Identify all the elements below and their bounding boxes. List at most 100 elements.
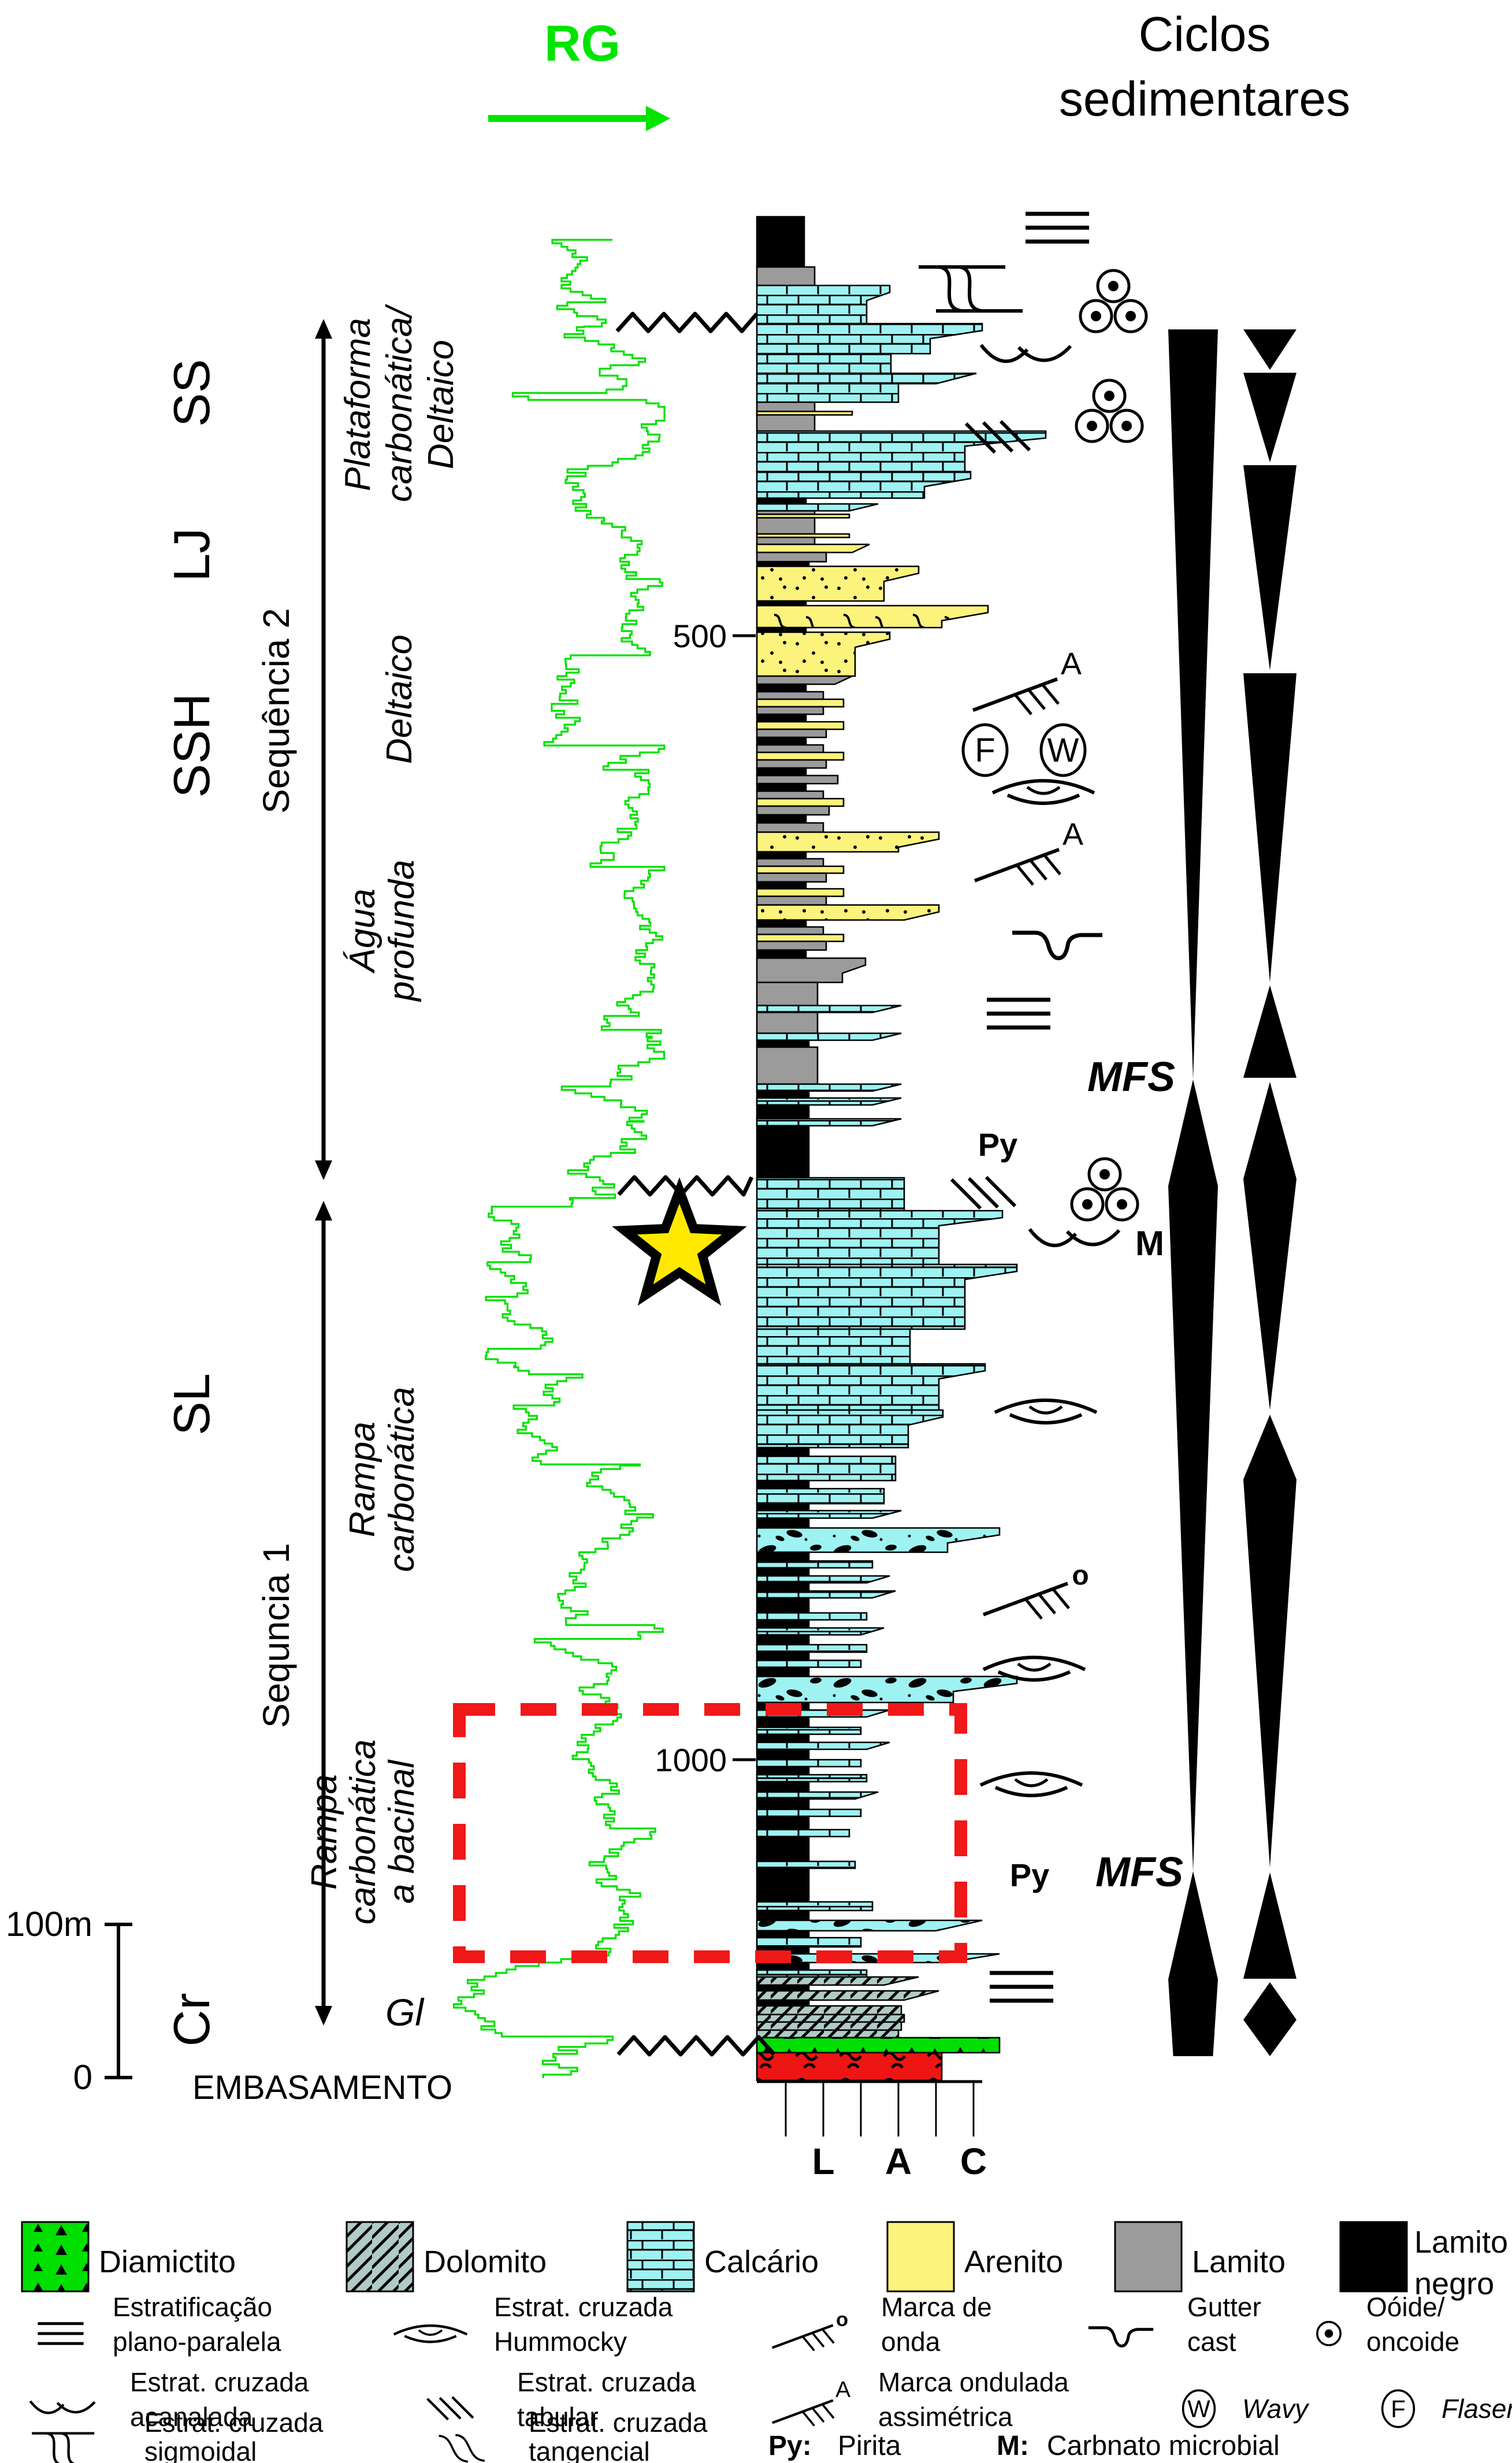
sequence-label: Sequência 2 [255, 608, 297, 814]
layer-negro [756, 1517, 810, 1529]
layer-negro [756, 767, 807, 777]
layer-arenito_sig [756, 604, 989, 629]
abbr-py: Py: [768, 2431, 812, 2461]
ripple-letter: A [835, 2377, 850, 2402]
legend-lith-label: Arenito [964, 2245, 1063, 2279]
layer-dolomito [756, 2005, 902, 2016]
cycle-triangle [1243, 373, 1296, 462]
legend-structure-label: Estrat. cruzada [529, 2408, 708, 2438]
layer-arenito [756, 751, 845, 761]
layer-calcario [756, 284, 891, 325]
gamma-ray-curve [452, 239, 666, 2078]
legend-structure-label: Marca ondulada [878, 2367, 1069, 2397]
layer-lamito [756, 957, 867, 984]
layer-calcario [756, 1363, 986, 1411]
layer-calcario [756, 1328, 911, 1365]
mfs-label: MFS [1095, 1849, 1183, 1896]
sigmoidal-icon [32, 2432, 95, 2463]
legend-structure-label: acanalada [130, 2402, 253, 2432]
layer-negro [756, 1930, 810, 1939]
environment-label: profunda [382, 860, 422, 1003]
environment-label: carbonática [382, 1387, 422, 1572]
layer-dolomito [756, 2013, 905, 2023]
layer-calcario [756, 1937, 862, 1948]
gr-curve-path [452, 239, 666, 2078]
layer-negro [756, 919, 807, 928]
circle-icon: W [1182, 2389, 1216, 2428]
legend-structure-label: tabular [517, 2402, 599, 2432]
scale-bar: 100m 0 [6, 1905, 132, 2097]
grain-size-label: C [960, 2141, 987, 2182]
legend-structure-label: sigmoidal [144, 2436, 257, 2463]
layer-negro [756, 1651, 810, 1661]
layer-negro [756, 1999, 810, 2007]
layer-calcario [756, 1097, 902, 1106]
layer-negro [756, 1961, 810, 1971]
unit-label-sl: SL [163, 1373, 220, 1435]
layer-arenito [756, 721, 845, 730]
layer-lamito [756, 728, 827, 739]
layer-lamito [756, 774, 839, 785]
unit-label-ssh: SSH [163, 693, 220, 798]
mfs-label: MFS [1087, 1054, 1175, 1100]
circle-icon: F [961, 723, 1009, 777]
legend-structure-label: Estratificação [113, 2292, 272, 2322]
py-label: Py [978, 1126, 1018, 1163]
rg-log-label: RG [544, 14, 621, 72]
abbr-m-label: Carbnato microbial [1047, 2431, 1280, 2461]
layer-calcario [756, 322, 983, 355]
legend-swatch-calcario [626, 2221, 695, 2293]
cycle-triangle [1168, 1186, 1218, 1871]
layer-negro [756, 782, 807, 792]
scale-bar-bottom-label: 0 [73, 2058, 92, 2097]
layer-arenito [756, 865, 845, 874]
legend-structure-label: tangencial [529, 2436, 650, 2463]
aripple-icon: A [972, 647, 1082, 715]
layer-lamito [756, 805, 830, 816]
layer-lamito [756, 926, 824, 936]
layer-calcario [756, 1741, 890, 1750]
cycle-triangle [1243, 465, 1296, 670]
onda-letter: o [1072, 1560, 1089, 1591]
hummocky-icon [979, 1771, 1083, 1797]
legend-structure-label: Flaser [1442, 2394, 1512, 2424]
legend-structure-label: cast [1187, 2327, 1236, 2357]
layer-calcario [756, 1759, 862, 1768]
unconformity-wavy-line [615, 311, 759, 333]
legend-lith-label: Dolomito [423, 2245, 547, 2279]
layer-arenito [756, 933, 845, 943]
layer-negro [756, 216, 805, 268]
legend-structure-label: Estrat. cruzada [494, 2292, 673, 2322]
layer-negro [756, 1733, 810, 1744]
layer-arenito [756, 410, 853, 416]
layer-calcario [756, 1627, 885, 1636]
abbr-m: M: [997, 2431, 1029, 2461]
layer-calcario [756, 1860, 856, 1869]
hummocky-icon [393, 2324, 468, 2343]
layer-biot [756, 1919, 983, 1932]
legend-lith-label: negro [1414, 2267, 1494, 2301]
layer-negro [756, 1634, 810, 1646]
legend-structure-label: oncoide [1366, 2327, 1459, 2357]
layer-lamito [756, 1046, 819, 1085]
layer-lamito [756, 790, 824, 800]
layer-lamito [756, 517, 816, 535]
circle-letter: F [975, 732, 995, 769]
marcaonda-icon: o [771, 2309, 848, 2351]
environment-label: Deltaico [421, 340, 461, 469]
environment-label: Rampa [343, 1422, 382, 1537]
ooide3-icon [1079, 269, 1148, 333]
depth-tick-label: 500 [673, 618, 727, 654]
layer-lamito [756, 872, 827, 883]
legend-swatch-dolomito [346, 2221, 414, 2293]
layer-calcario [756, 1612, 868, 1621]
depth-tick: 1000 [655, 1742, 756, 1778]
legend: Diamictito Dolomito Calcário Arenito Lamito L… [21, 2221, 1512, 2463]
layer-diamictito [756, 2037, 1001, 2054]
cycle-triangle [1243, 985, 1296, 1078]
layer-arenito_dots [756, 631, 891, 677]
tabular-icon [950, 1175, 1017, 1210]
layer-arenito_dots [756, 831, 940, 853]
